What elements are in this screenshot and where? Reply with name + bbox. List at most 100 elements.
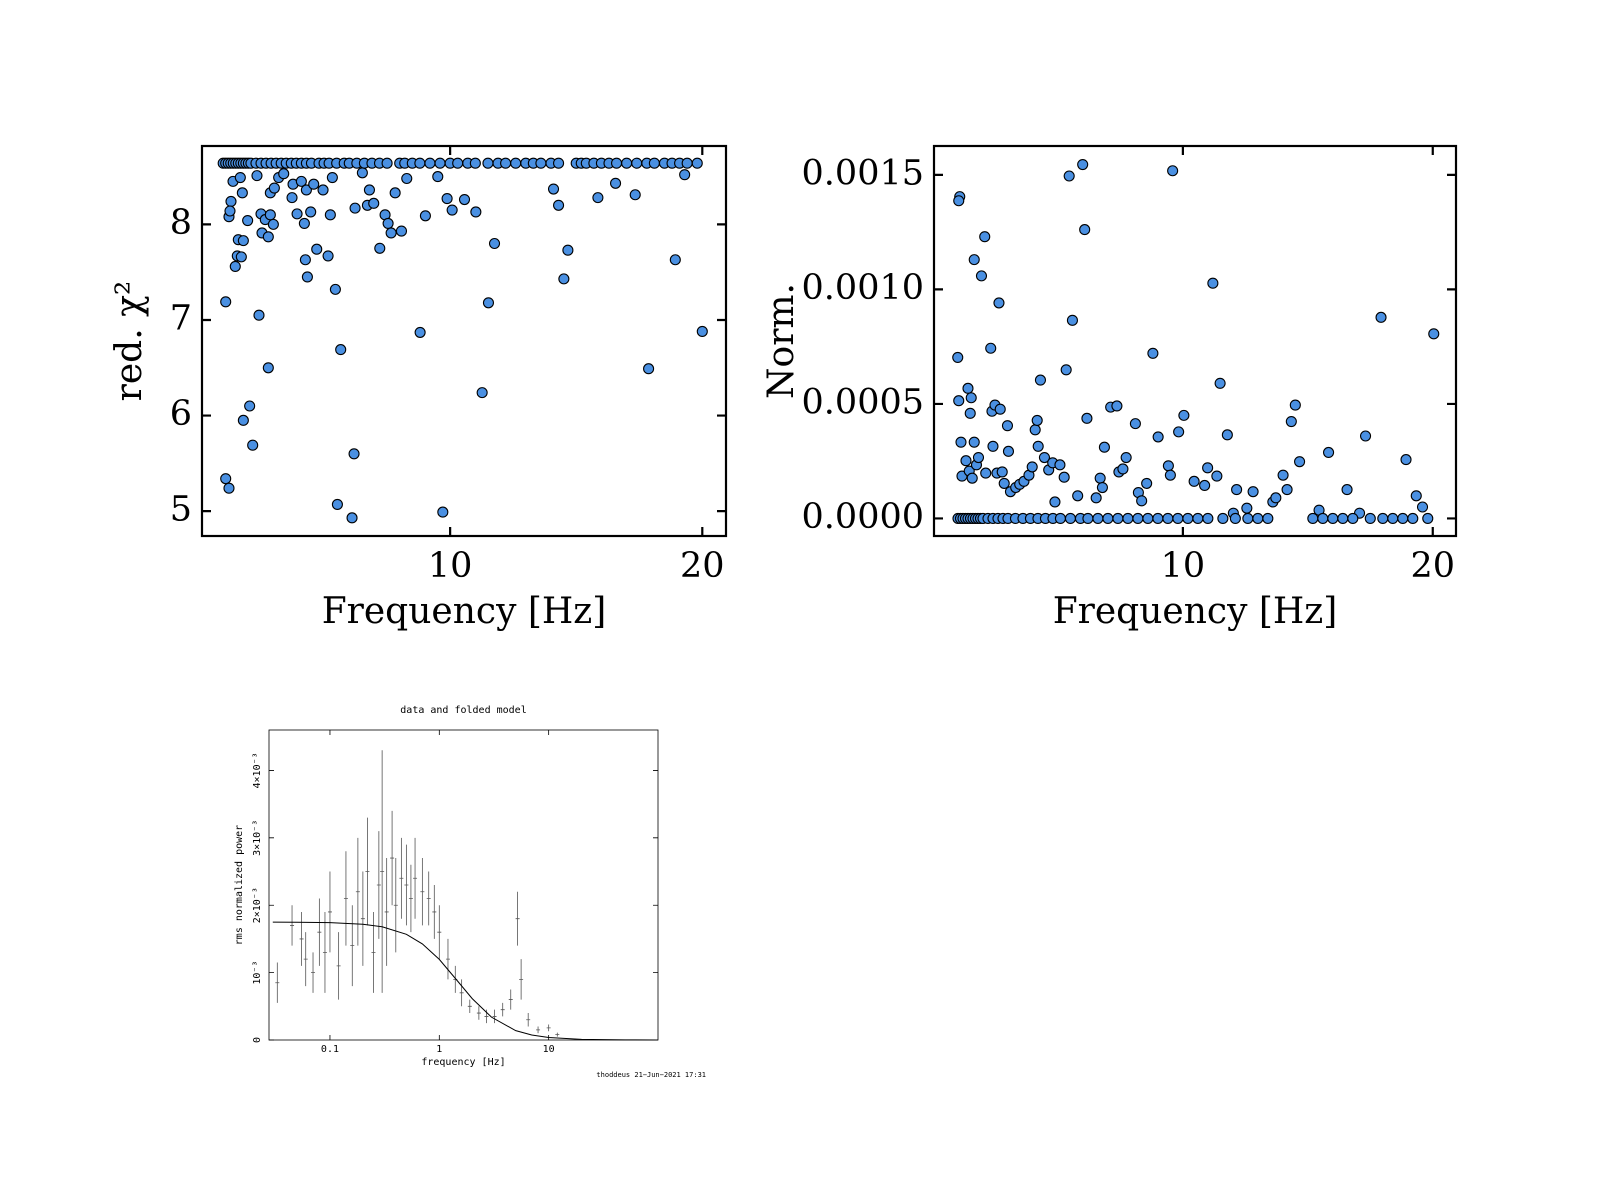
x-tick-label: 10 [543, 1044, 555, 1055]
point [1152, 512, 1164, 525]
point [1120, 451, 1132, 464]
y-tick-label: 10⁻³ [252, 961, 263, 985]
error-bar [515, 891, 520, 946]
point [1117, 463, 1129, 475]
point [1029, 424, 1041, 436]
point [1162, 460, 1174, 472]
plot-frame [268, 729, 659, 1041]
point [1192, 512, 1204, 525]
y-tick-label: 0.0015 [802, 153, 924, 193]
point [1262, 512, 1274, 525]
point [1111, 400, 1123, 412]
point [980, 467, 992, 479]
error-bar [404, 844, 409, 926]
point [1241, 502, 1253, 514]
error-bar [303, 932, 308, 987]
error-bar [384, 858, 389, 966]
point [562, 244, 574, 256]
point [1147, 347, 1159, 359]
point [547, 183, 560, 195]
point [482, 157, 494, 169]
error-bar [393, 858, 398, 953]
point [1377, 512, 1389, 525]
point [1112, 512, 1124, 525]
point [317, 184, 329, 196]
point [476, 387, 488, 399]
point [1079, 224, 1091, 236]
point [346, 512, 358, 524]
error-bar [399, 837, 404, 919]
point [1211, 470, 1223, 482]
point [1026, 461, 1038, 473]
point [268, 182, 280, 194]
point [968, 254, 980, 266]
point [558, 273, 570, 285]
point [1337, 512, 1349, 525]
point [1289, 399, 1301, 411]
point [356, 167, 368, 179]
point [434, 157, 446, 169]
point [962, 382, 974, 394]
point [952, 351, 964, 363]
point [1199, 479, 1211, 492]
point [1182, 512, 1194, 525]
point [278, 168, 290, 180]
point [966, 472, 978, 484]
point [1098, 441, 1110, 453]
y-tick-label: 0.0005 [802, 382, 924, 422]
error-bar [546, 1024, 551, 1032]
point [1141, 477, 1153, 489]
point [1327, 512, 1339, 525]
error-bar [519, 959, 524, 1000]
point [300, 184, 312, 196]
point [1341, 484, 1353, 496]
error-bar [476, 1006, 481, 1020]
point [1202, 512, 1214, 525]
point [237, 414, 249, 426]
error-bar [311, 952, 316, 993]
error-bar [350, 905, 355, 987]
point [308, 178, 320, 190]
point [1063, 170, 1075, 182]
x-tick-label: 20 [680, 546, 725, 586]
point [424, 157, 436, 169]
point [1270, 492, 1282, 504]
error-bar [426, 871, 431, 926]
plot-frame [932, 144, 1458, 538]
point [482, 297, 495, 309]
point [220, 296, 232, 308]
point [220, 473, 232, 485]
point [235, 251, 247, 263]
y-tick-label: 5 [170, 490, 192, 530]
point [1207, 277, 1219, 289]
error-bar [355, 837, 360, 946]
point [1323, 446, 1335, 459]
error-bar [413, 837, 418, 919]
point [998, 477, 1010, 489]
error-bar [336, 932, 341, 1000]
x-tick-label: 1 [436, 1044, 442, 1055]
point [458, 193, 471, 206]
point [389, 187, 401, 199]
error-bar [380, 750, 385, 993]
error-bar [536, 1026, 541, 1034]
point [1102, 512, 1114, 525]
point [470, 206, 482, 218]
x-tick-label: 10 [1161, 546, 1206, 586]
point [1202, 462, 1214, 474]
error-bar [360, 871, 365, 966]
error-bar [432, 885, 437, 939]
point [975, 270, 988, 282]
point [1281, 484, 1293, 496]
point [621, 157, 633, 169]
point [553, 199, 565, 211]
point [1060, 364, 1072, 376]
point [1096, 481, 1108, 494]
point [1400, 454, 1412, 466]
point [251, 170, 263, 182]
point [1242, 512, 1254, 525]
y-tick-label: 7 [170, 298, 192, 338]
point [953, 395, 965, 407]
point [1410, 490, 1422, 502]
